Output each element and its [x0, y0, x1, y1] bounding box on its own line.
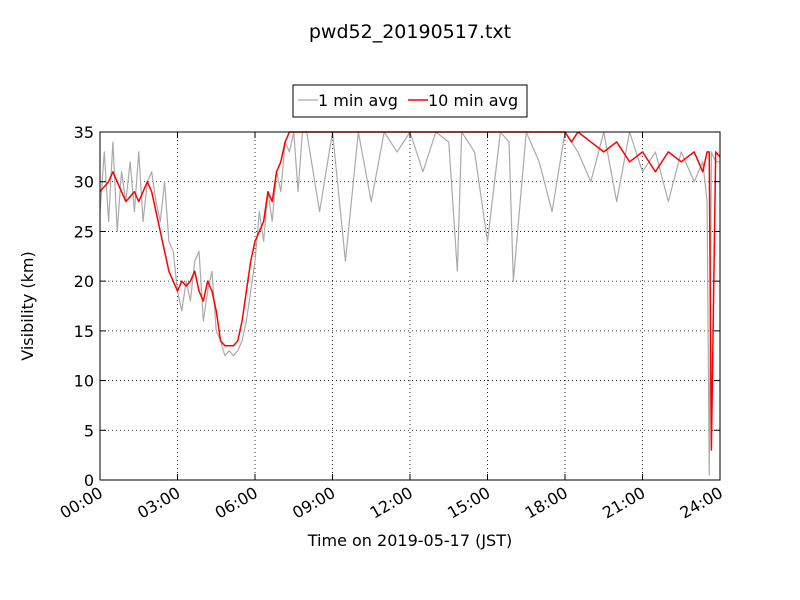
x-tick-label: 09:00 — [289, 483, 338, 523]
y-tick-label: 15 — [74, 322, 94, 341]
legend: 1 min avg 10 min avg — [292, 84, 528, 118]
y-tick-label: 30 — [74, 173, 94, 192]
legend-label-1-min-avg: 1 min avg — [318, 91, 398, 110]
x-tick-label: 12:00 — [367, 483, 416, 523]
x-tick-label: 00:00 — [57, 483, 106, 523]
x-tick-label: 03:00 — [134, 483, 183, 523]
y-tick-label: 35 — [74, 123, 94, 142]
x-axis-label: Time on 2019-05-17 (JST) — [307, 531, 512, 550]
chart-title: pwd52_20190517.txt — [309, 21, 511, 43]
grid — [100, 132, 720, 480]
y-tick-label: 10 — [74, 372, 94, 391]
legend-box — [292, 84, 528, 118]
y-tick-label: 25 — [74, 222, 94, 241]
x-tick-label: 15:00 — [444, 483, 493, 523]
series-line-10-min-avg — [99, 131, 721, 451]
y-tick-label: 20 — [74, 272, 94, 291]
series-layer — [99, 131, 721, 476]
y-tick-label: 5 — [84, 421, 94, 440]
y-tick-label: 0 — [84, 471, 94, 490]
ticks: 00:00 03:00 06:00 09:00 12:00 15:00 18:00 21:00… — [57, 123, 726, 523]
x-tick-label: 06:00 — [212, 483, 261, 523]
y-axis-label: Visibility (km) — [18, 251, 37, 360]
legend-label-10-min-avg: 10 min avg — [428, 91, 518, 110]
x-tick-label: 24:00 — [677, 483, 726, 523]
x-tick-label: 21:00 — [599, 483, 648, 523]
series-line-1-min-avg — [99, 131, 720, 476]
x-tick-label: 18:00 — [522, 483, 571, 523]
